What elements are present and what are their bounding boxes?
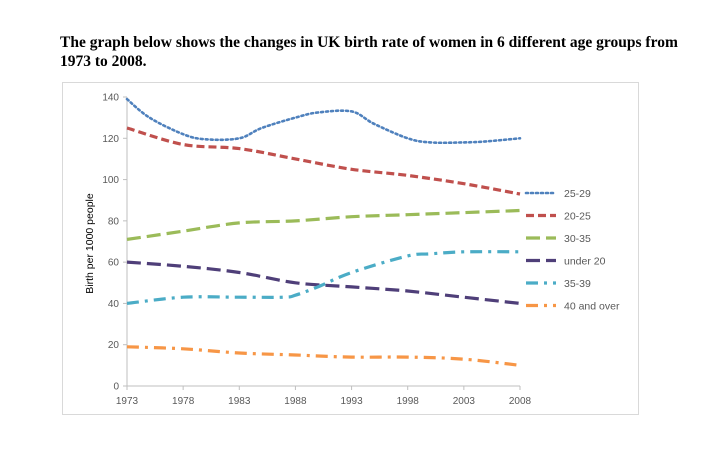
y-tick-label: 40: [108, 299, 120, 310]
x-tick-label: 1973: [116, 396, 139, 407]
y-tick-label: 100: [102, 175, 119, 186]
series-line-30-35: [126, 208, 521, 241]
y-tick-label: 80: [108, 216, 120, 227]
series-line-25-29: [125, 97, 522, 145]
legend-label: 35-39: [564, 278, 591, 290]
y-tick-label: 60: [108, 258, 120, 269]
legend-label: 30-35: [564, 233, 591, 245]
series-line-20-25: [126, 126, 521, 196]
x-tick-label: 2008: [509, 396, 532, 407]
chart-area-border: [62, 82, 639, 415]
x-tick-label: 2003: [453, 396, 476, 407]
x-tick-label: 1983: [228, 396, 251, 407]
y-tick-label: 120: [102, 134, 119, 145]
y-tick-label: 140: [102, 93, 119, 104]
y-tick-label: 20: [108, 340, 120, 351]
legend-label: 40 and over: [564, 301, 620, 313]
x-tick-label: 1988: [284, 396, 307, 407]
legend-label: 25-29: [564, 188, 591, 200]
series-line-35-39: [126, 250, 521, 305]
legend-label: under 20: [564, 256, 606, 268]
x-tick-label: 1998: [397, 396, 420, 407]
series-line-40-and-over: [126, 345, 521, 367]
x-tick-label: 1993: [340, 396, 363, 407]
series-line-under-20: [126, 260, 521, 305]
x-tick-label: 1978: [172, 396, 195, 407]
legend-label: 20-25: [564, 211, 591, 223]
y-axis-label: Birth per 1000 people: [84, 193, 96, 294]
chart-title: The graph below shows the changes in UK …: [60, 34, 678, 70]
y-tick-label: 0: [113, 382, 119, 393]
